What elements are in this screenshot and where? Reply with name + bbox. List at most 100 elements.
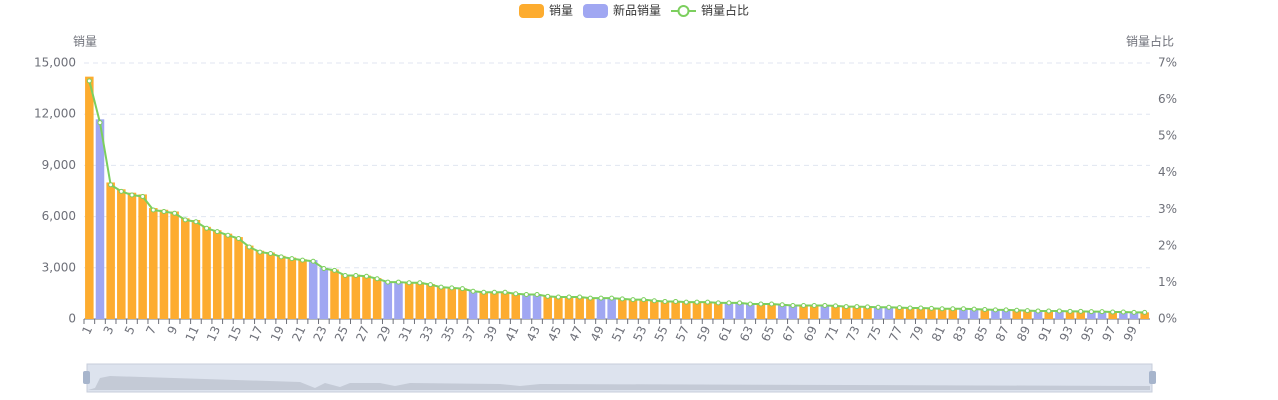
y-tick-label: 12,000	[34, 107, 76, 121]
bar	[106, 182, 115, 319]
bar	[308, 260, 318, 319]
line-point	[843, 304, 849, 310]
x-tick-label: 59	[694, 324, 713, 344]
bar	[276, 255, 286, 319]
bar	[340, 274, 350, 319]
legend-label: 新品销量	[613, 3, 661, 18]
x-tick-label: 3	[101, 324, 117, 337]
line-point	[875, 304, 881, 310]
bar	[639, 299, 648, 319]
line-point	[555, 294, 561, 300]
bar	[916, 307, 926, 319]
line-point	[459, 286, 465, 292]
bar	[404, 282, 414, 319]
bar	[660, 301, 670, 319]
bar	[490, 291, 499, 319]
x-tick-label: 33	[417, 324, 436, 344]
bar	[181, 218, 190, 319]
line-point	[150, 207, 156, 213]
line-point	[268, 251, 274, 257]
bar	[202, 226, 211, 319]
bar	[969, 309, 979, 319]
line-point	[353, 272, 359, 278]
line-point	[172, 210, 178, 216]
x-tick-label: 51	[609, 324, 628, 344]
bar	[479, 291, 489, 319]
line	[88, 80, 1145, 314]
bar	[628, 299, 638, 319]
line-point	[289, 256, 295, 262]
zoom-handle[interactable]	[1149, 371, 1156, 384]
bar	[1129, 312, 1139, 319]
line-point	[427, 282, 433, 288]
legend-item[interactable]: 销量	[519, 4, 573, 19]
bar	[212, 230, 222, 319]
line-point	[950, 306, 956, 312]
bar	[298, 259, 307, 319]
bar	[809, 305, 819, 319]
line-point	[939, 306, 945, 312]
x-tick-label: 17	[247, 324, 266, 344]
line-point	[790, 302, 796, 308]
line-point	[833, 303, 839, 309]
legend-item[interactable]: 新品销量	[583, 3, 661, 19]
line-point	[204, 225, 210, 231]
line-point	[822, 302, 828, 308]
zoom-handle[interactable]	[83, 371, 90, 384]
legend-item[interactable]: 销量占比	[671, 3, 749, 18]
x-tick-label: 65	[758, 324, 777, 344]
line-point	[140, 193, 146, 199]
bar	[1140, 312, 1149, 319]
line-point	[726, 300, 732, 306]
bar	[117, 189, 126, 319]
bar	[788, 305, 798, 319]
x-tick-label: 27	[353, 324, 372, 344]
line-point	[1046, 308, 1052, 314]
data-zoom[interactable]	[83, 363, 1156, 393]
line-point	[683, 299, 689, 305]
line-point	[918, 305, 924, 311]
x-tick-label: 77	[886, 324, 905, 344]
bar	[1119, 312, 1128, 319]
zoom-preview	[88, 376, 1150, 390]
x-tick-label: 55	[652, 324, 671, 344]
line-point	[246, 244, 252, 250]
bar	[671, 301, 680, 319]
bar	[468, 290, 478, 319]
bar	[319, 267, 329, 319]
bar	[383, 281, 393, 319]
line-point	[182, 217, 188, 223]
line-point	[705, 299, 711, 305]
line-point	[992, 307, 998, 313]
line-point	[758, 301, 764, 307]
x-tick-label: 83	[950, 324, 969, 344]
line-point	[545, 293, 551, 299]
line-point	[300, 257, 306, 263]
bar	[852, 306, 862, 319]
line-point	[438, 284, 444, 290]
y-axis-name: 销量	[73, 35, 97, 49]
line-point	[907, 305, 913, 311]
line-point	[1078, 308, 1084, 314]
bar	[820, 305, 830, 319]
line-point	[1099, 309, 1105, 315]
bar	[905, 307, 915, 319]
line-point	[801, 302, 807, 308]
x-tick-label: 85	[972, 324, 991, 344]
y2-tick-label: 7%	[1158, 56, 1177, 70]
x-tick-label: 53	[630, 324, 649, 344]
x-tick-label: 23	[311, 324, 330, 344]
y2-tick-label: 1%	[1158, 275, 1177, 289]
bar	[191, 220, 201, 319]
bar	[170, 211, 179, 319]
bar	[1087, 311, 1096, 319]
bar	[831, 305, 840, 319]
bar	[991, 309, 1000, 319]
line-point	[896, 305, 902, 311]
bar	[873, 307, 883, 319]
line-point	[332, 267, 338, 273]
x-tick-label: 25	[332, 324, 351, 344]
bar	[799, 305, 808, 319]
y-tick-label: 0	[68, 312, 76, 326]
legend: 销量 新品销量 销量占比	[519, 3, 749, 19]
